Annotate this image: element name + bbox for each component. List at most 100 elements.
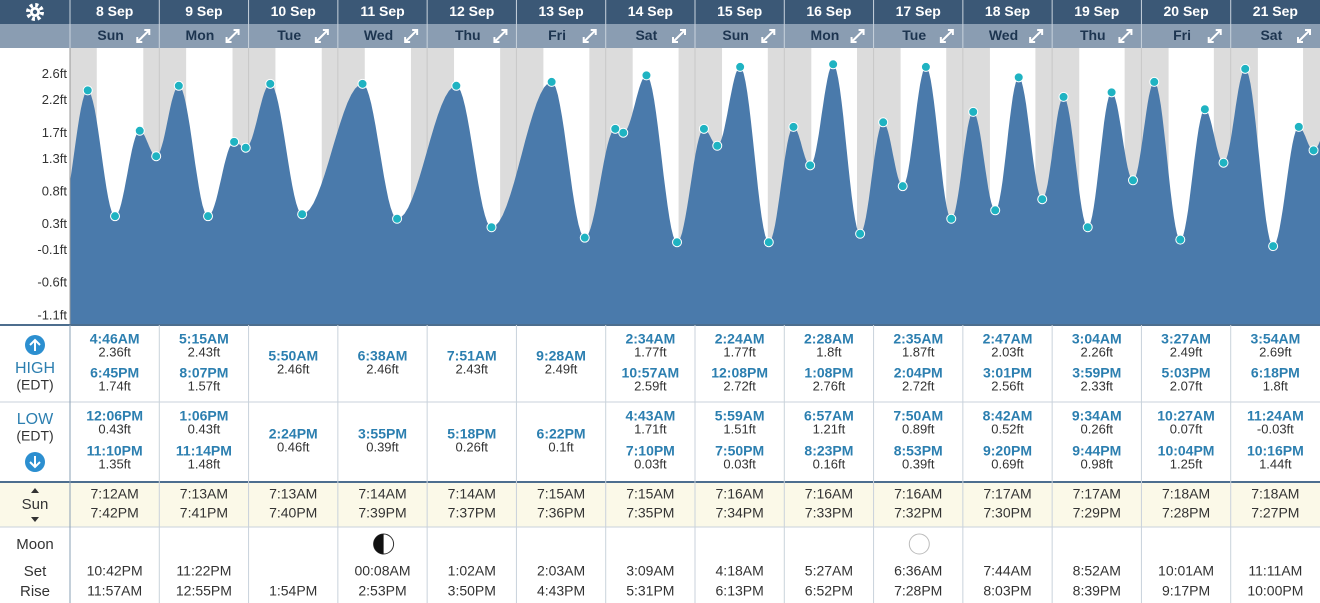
- tide-chart: 3.1ft2.6ft2.2ft1.7ft1.3ft0.8ft0.3ft-0.1f…: [37, 34, 1320, 325]
- sunset: 7:29PM: [1073, 505, 1121, 521]
- high-time: 6:38AM: [358, 348, 408, 364]
- high-time: 3:59PM: [1072, 365, 1121, 381]
- expand-icon[interactable]: [850, 29, 865, 43]
- high-height: 1.87ft: [902, 344, 935, 359]
- tide-point: [805, 160, 816, 171]
- date-label: 13 Sep: [539, 3, 584, 19]
- moonset: 10:42PM: [87, 563, 143, 579]
- moonrise: 3:50PM: [448, 583, 496, 599]
- weekday-label: Wed: [989, 27, 1018, 43]
- expand-icon[interactable]: [314, 29, 329, 43]
- high-time: 3:01PM: [983, 365, 1032, 381]
- high-height: 1.77ft: [634, 344, 667, 359]
- tide-point: [1037, 194, 1048, 205]
- date-label: 9 Sep: [185, 3, 222, 19]
- expand-icon[interactable]: [404, 29, 419, 43]
- moonset: 3:09AM: [626, 563, 674, 579]
- high-time: 3:04AM: [1072, 331, 1122, 347]
- high-height: 1.8ft: [1263, 378, 1289, 393]
- sunrise: 7:16AM: [894, 486, 942, 502]
- sunrise: 7:17AM: [1073, 486, 1121, 502]
- low-height: 0.26ft: [1081, 421, 1114, 436]
- settings-icon[interactable]: [26, 3, 44, 21]
- sunrise: 7:13AM: [180, 486, 228, 502]
- low-height: 0.43ft: [188, 421, 221, 436]
- moon-label: Moon: [16, 536, 54, 553]
- sunrise: 7:14AM: [448, 486, 496, 502]
- date-label: 17 Sep: [896, 3, 941, 19]
- low-time: 7:50AM: [893, 408, 943, 424]
- expand-icon[interactable]: [672, 29, 686, 43]
- expand-icon[interactable]: [1118, 29, 1133, 43]
- high-height: 2.46ft: [277, 361, 310, 376]
- sunset: 7:42PM: [91, 505, 139, 521]
- expand-icon[interactable]: [136, 29, 151, 43]
- high-icon-arrow: [29, 338, 41, 351]
- expand-icon[interactable]: [939, 29, 954, 43]
- tide-point: [698, 123, 709, 134]
- high-time: 2:35AM: [893, 331, 943, 347]
- low-time: 11:10PM: [87, 443, 143, 459]
- expand-icon[interactable]: [1207, 29, 1222, 43]
- weekday-label: Sun: [722, 27, 748, 43]
- high-height: 2.43ft: [456, 361, 489, 376]
- sunrise: 7:15AM: [626, 486, 674, 502]
- high-time: 9:28AM: [536, 348, 586, 364]
- expand-icon[interactable]: [582, 29, 597, 43]
- low-height: 1.44ft: [1259, 456, 1292, 471]
- tide-point: [1013, 72, 1024, 83]
- moonset: 11:22PM: [176, 563, 231, 579]
- date-label: 19 Sep: [1074, 3, 1119, 19]
- low-height: 0.43ft: [98, 421, 131, 436]
- low-time: 10:16PM: [1247, 443, 1304, 459]
- date-label: 16 Sep: [806, 3, 851, 19]
- tide-point: [297, 209, 308, 220]
- low-height: 0.52ft: [991, 421, 1024, 436]
- high-height: 1.57ft: [188, 378, 221, 393]
- low-height: 1.48ft: [188, 456, 221, 471]
- low-height: 0.98ft: [1081, 456, 1114, 471]
- high-zone: (EDT): [16, 377, 53, 393]
- low-height: 0.26ft: [456, 439, 489, 454]
- sunrise: 7:16AM: [716, 486, 764, 502]
- tide-point: [1308, 145, 1319, 156]
- low-height: 0.39ft: [902, 456, 935, 471]
- high-height: 2.59ft: [634, 378, 667, 393]
- moonrise: 6:13PM: [716, 583, 764, 599]
- high-time: 2:28AM: [804, 331, 854, 347]
- date-label: 10 Sep: [271, 3, 316, 19]
- tide-point: [990, 205, 1001, 216]
- sunset: 7:36PM: [537, 505, 585, 521]
- sun-label: Sun: [22, 496, 49, 513]
- y-tick-label: 1.7ft: [42, 125, 68, 140]
- low-time: 6:22PM: [537, 426, 586, 442]
- moonset: 11:11AM: [1248, 563, 1302, 579]
- weekday-label: Mon: [186, 27, 215, 43]
- expand-icon[interactable]: [1029, 29, 1044, 43]
- moonrise-label: Rise: [20, 583, 50, 600]
- tide-point: [878, 117, 889, 128]
- expand-icon[interactable]: [493, 29, 508, 43]
- expand-icon[interactable]: [761, 29, 776, 43]
- low-time: 9:44PM: [1072, 443, 1121, 459]
- date-label: 8 Sep: [96, 3, 133, 19]
- weekday-bar: [0, 24, 1320, 48]
- low-time: 7:10PM: [626, 443, 675, 459]
- low-time: 10:27AM: [1157, 408, 1215, 424]
- expand-icon[interactable]: [225, 29, 240, 43]
- date-bar: [0, 0, 1320, 24]
- y-tick-label: -0.1ft: [37, 242, 67, 257]
- tide-point: [203, 211, 214, 222]
- moonrise: 1:54PM: [269, 583, 317, 599]
- high-height: 2.03ft: [991, 344, 1024, 359]
- sunrise: 7:18AM: [1162, 486, 1210, 502]
- tide-point: [1058, 91, 1069, 102]
- tide-point: [173, 80, 184, 91]
- high-time: 3:27AM: [1161, 331, 1211, 347]
- moonrise: 4:43PM: [537, 583, 585, 599]
- expand-icon[interactable]: [1297, 29, 1311, 43]
- low-time: 6:57AM: [804, 408, 854, 424]
- moonrise: 10:00PM: [1247, 583, 1303, 599]
- tide-point: [788, 121, 799, 132]
